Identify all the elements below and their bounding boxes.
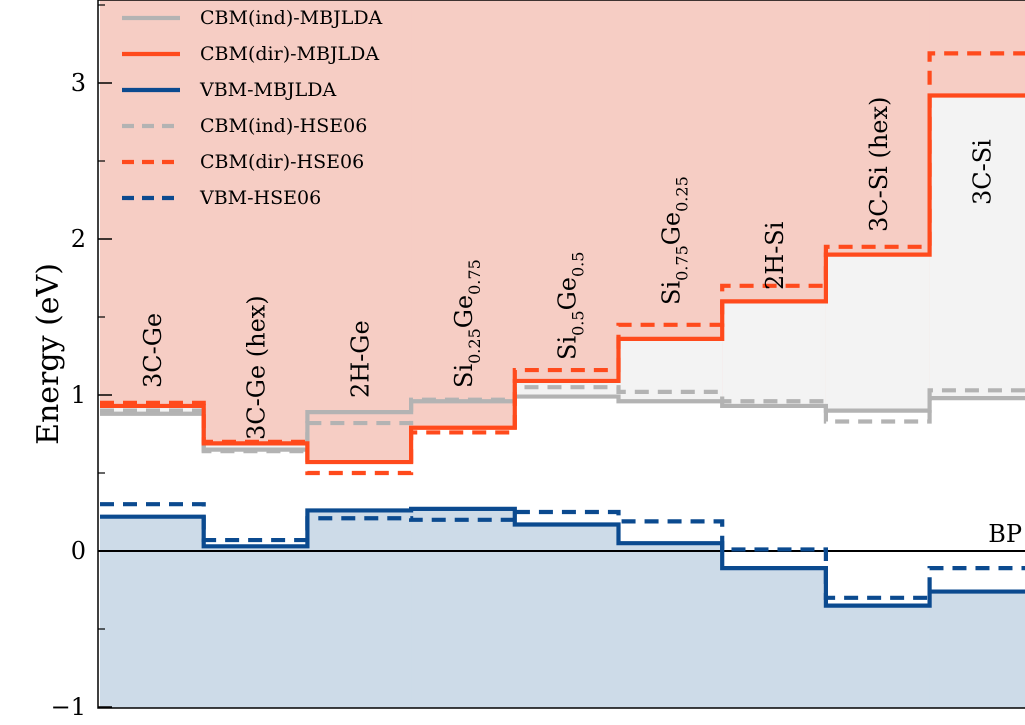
conduction-region [514, 0, 620, 397]
gap-region [411, 427, 516, 509]
y-tick-label: 0 [71, 537, 86, 565]
series-line-cbm-dir-mbjlda [100, 93, 1025, 465]
series-line-vbm-mbjlda [100, 506, 1025, 608]
material-label: 3C-Si (hex) [865, 97, 893, 232]
conduction-region [411, 0, 516, 428]
series-lines [100, 51, 1025, 608]
valence-region [100, 516, 205, 708]
indirect-region [411, 401, 516, 428]
gap-region [307, 462, 412, 511]
valence-region [411, 508, 516, 708]
legend-entry: CBM(dir)-HSE06 [200, 151, 364, 173]
legend-entry: VBM-HSE06 [199, 187, 321, 209]
indirect-region [722, 301, 827, 406]
legend-entry: VBM-MBJLDA [199, 79, 336, 101]
gap-region [929, 398, 1025, 592]
indirect-region [929, 95, 1025, 399]
material-label: 2H-Si [761, 221, 789, 290]
y-axis: −1 0 1 2 3 [51, 4, 112, 721]
material-label: 3C-Ge (hex) [243, 295, 271, 440]
gap-region [825, 410, 931, 606]
legend-entry: CBM(dir)-MBJLDA [200, 43, 379, 65]
valence-region [722, 568, 827, 708]
y-tick-label: 1 [71, 381, 86, 409]
gap-region [722, 405, 827, 569]
conduction-region [203, 0, 308, 450]
valence-region [307, 510, 412, 708]
material-labels: 3C-Ge 3C-Ge (hex) 2H-Ge Si0.25Ge0.75 Si0.5Ge… [139, 97, 997, 440]
material-label: 3C-Si [968, 139, 996, 205]
valence-region [514, 524, 620, 708]
series-line-vbm-hse06 [100, 502, 1025, 600]
valence-region [929, 591, 1025, 708]
material-label: Si0.5Ge0.5 [554, 252, 588, 360]
conduction-region [618, 0, 723, 402]
legend-entry: CBM(ind)-MBJLDA [200, 7, 383, 29]
valence-region [618, 543, 723, 708]
indirect-region [307, 412, 412, 463]
indirect-region [514, 380, 620, 397]
plot-frame [97, 0, 1025, 709]
material-label: 3C-Ge [139, 313, 167, 388]
series-line-cbm-ind-mbjlda [100, 394, 1025, 452]
indirect-region [203, 443, 308, 450]
gap-region [514, 396, 620, 525]
conduction-region [100, 0, 205, 414]
valence-region [203, 546, 308, 708]
material-label: Si0.25Ge0.75 [450, 259, 484, 388]
band-fills [100, 0, 1025, 708]
legend: CBM(ind)-MBJLDA CBM(dir)-MBJLDA VBM-MBJLDA… [122, 7, 383, 209]
y-tick-label: 2 [71, 225, 86, 253]
series-line-cbm-dir-hse06 [100, 51, 1025, 476]
gap-region [203, 449, 308, 547]
conduction-region [307, 0, 412, 463]
y-tick-label: 3 [71, 69, 86, 97]
material-label: Si0.75Ge0.25 [657, 176, 691, 305]
valence-region [825, 605, 931, 708]
gap-region [100, 413, 205, 517]
y-axis-label: Energy (eV) [31, 263, 66, 445]
indirect-region [825, 254, 931, 411]
material-label: 2H-Ge [346, 320, 374, 398]
legend-entry: CBM(ind)-HSE06 [200, 115, 367, 137]
y-tick-label: −1 [51, 693, 86, 721]
bp-label: BP [988, 520, 1022, 548]
